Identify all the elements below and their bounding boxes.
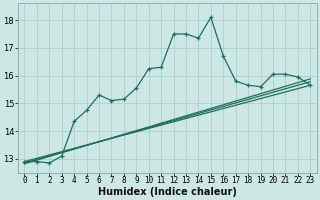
X-axis label: Humidex (Indice chaleur): Humidex (Indice chaleur) bbox=[98, 187, 237, 197]
